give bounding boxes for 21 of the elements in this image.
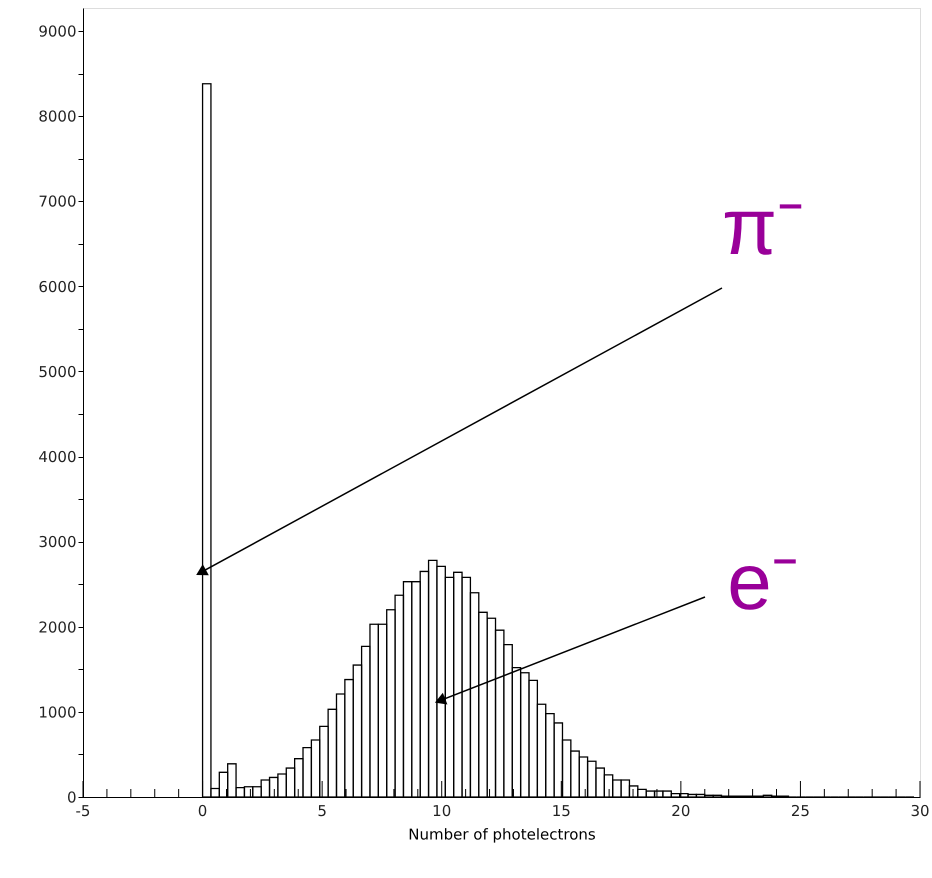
y-tick-label: 6000 [38,278,76,296]
y-tick-label: 0 [66,788,76,806]
x-tick-label: 20 [671,802,690,820]
y-tick-label: 8000 [38,108,76,126]
annotation: π⁻ [722,182,804,271]
x-tick-label: 0 [198,802,208,820]
annotation: e⁻ [727,537,799,626]
x-tick-label: -5 [76,802,90,820]
y-tick-label: 3000 [38,533,76,552]
y-tick-label: 4000 [38,448,76,466]
x-axis-title: Number of photelectrons [408,826,596,844]
y-tick-label: 1000 [38,703,76,722]
x-tick-label: 15 [552,802,571,820]
x-tick-label: 30 [910,802,930,820]
y-tick-label: 5000 [38,362,76,381]
y-tick-label: 7000 [38,192,76,211]
y-tick-label: 9000 [38,22,76,40]
y-tick-label: 2000 [38,618,76,636]
x-tick-label: 25 [790,802,810,820]
x-tick-label: 5 [317,802,327,820]
x-tick-label: 10 [432,802,452,820]
